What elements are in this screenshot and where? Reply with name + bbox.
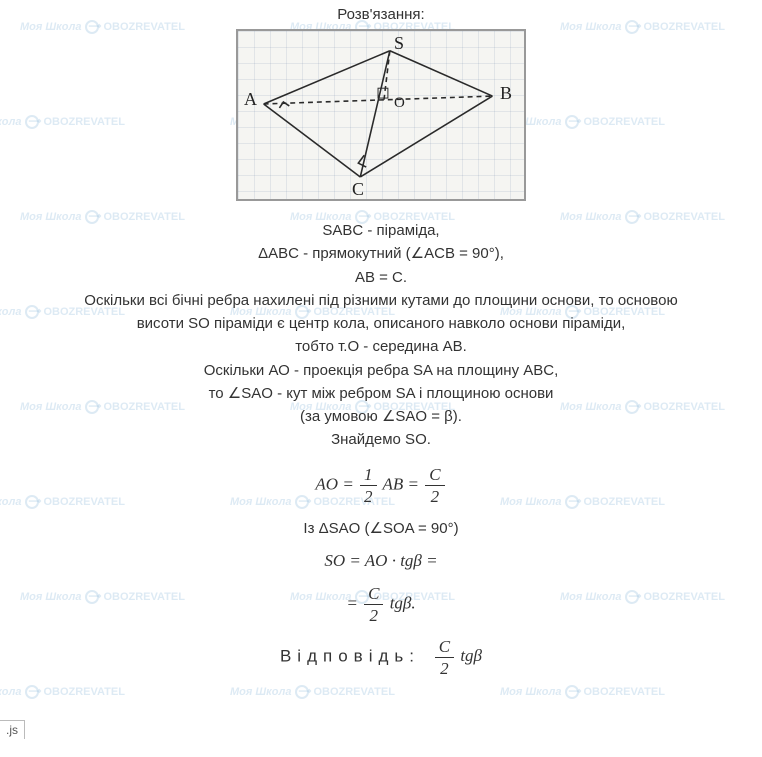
- vertex-B: B: [500, 83, 512, 104]
- line-5: висоти SO піраміди є центр кола, описано…: [0, 312, 762, 335]
- vertex-C: C: [352, 179, 364, 200]
- line-6: тобто т.О - середина AB.: [0, 335, 762, 358]
- line-1: SABC - піраміда,: [0, 219, 762, 242]
- math3-tail: tgβ.: [390, 593, 416, 612]
- solution-content: Розв'язання: A B C S O SABC - піраміда, …: [0, 0, 762, 757]
- pyramid-diagram: A B C S O: [236, 29, 526, 201]
- line-4: Оскільки всі бічні ребра нахилені під рі…: [0, 289, 762, 312]
- frac-C2-ans: C 2: [435, 638, 454, 677]
- frac-half: 1 2: [360, 466, 377, 505]
- vertex-O: O: [394, 95, 405, 112]
- line-7: Оскільки АО - проекція ребра SA на площи…: [0, 359, 762, 382]
- line-iz: Із ΔSAO (∠SOA = 90°): [0, 519, 762, 537]
- line-8: то ∠SAO - кут між ребром SA і площиною о…: [0, 382, 762, 405]
- solution-title: Розв'язання:: [0, 6, 762, 23]
- frac-C2-b: C 2: [364, 585, 383, 624]
- line-9: (за умовою ∠SAO = β).: [0, 405, 762, 428]
- answer-label: Відповідь:: [280, 646, 420, 665]
- solution-text: SABC - піраміда, ΔABC - прямокутний (∠AC…: [0, 219, 762, 452]
- line-3: AB = C.: [0, 266, 762, 289]
- formula-SO: SO = AO · tgβ =: [0, 551, 762, 571]
- answer-line: Відповідь: C 2 tgβ: [0, 638, 762, 677]
- formula-SO-result: = C 2 tgβ.: [0, 585, 762, 624]
- pyramid-svg: [238, 31, 524, 201]
- math3-eq: =: [346, 593, 362, 612]
- math1-lhs: AO =: [315, 474, 353, 493]
- line-2: ΔABC - прямокутний (∠ACB = 90°),: [0, 242, 762, 265]
- vertex-S: S: [394, 33, 404, 54]
- frac-C2-a: C 2: [425, 466, 444, 505]
- answer-tail: tgβ: [460, 646, 482, 665]
- math1-mid: AB =: [383, 474, 420, 493]
- formula-AO: AO = 1 2 AB = C 2: [0, 466, 762, 505]
- line-10: Знайдемо SO.: [0, 428, 762, 451]
- vertex-A: A: [244, 89, 257, 110]
